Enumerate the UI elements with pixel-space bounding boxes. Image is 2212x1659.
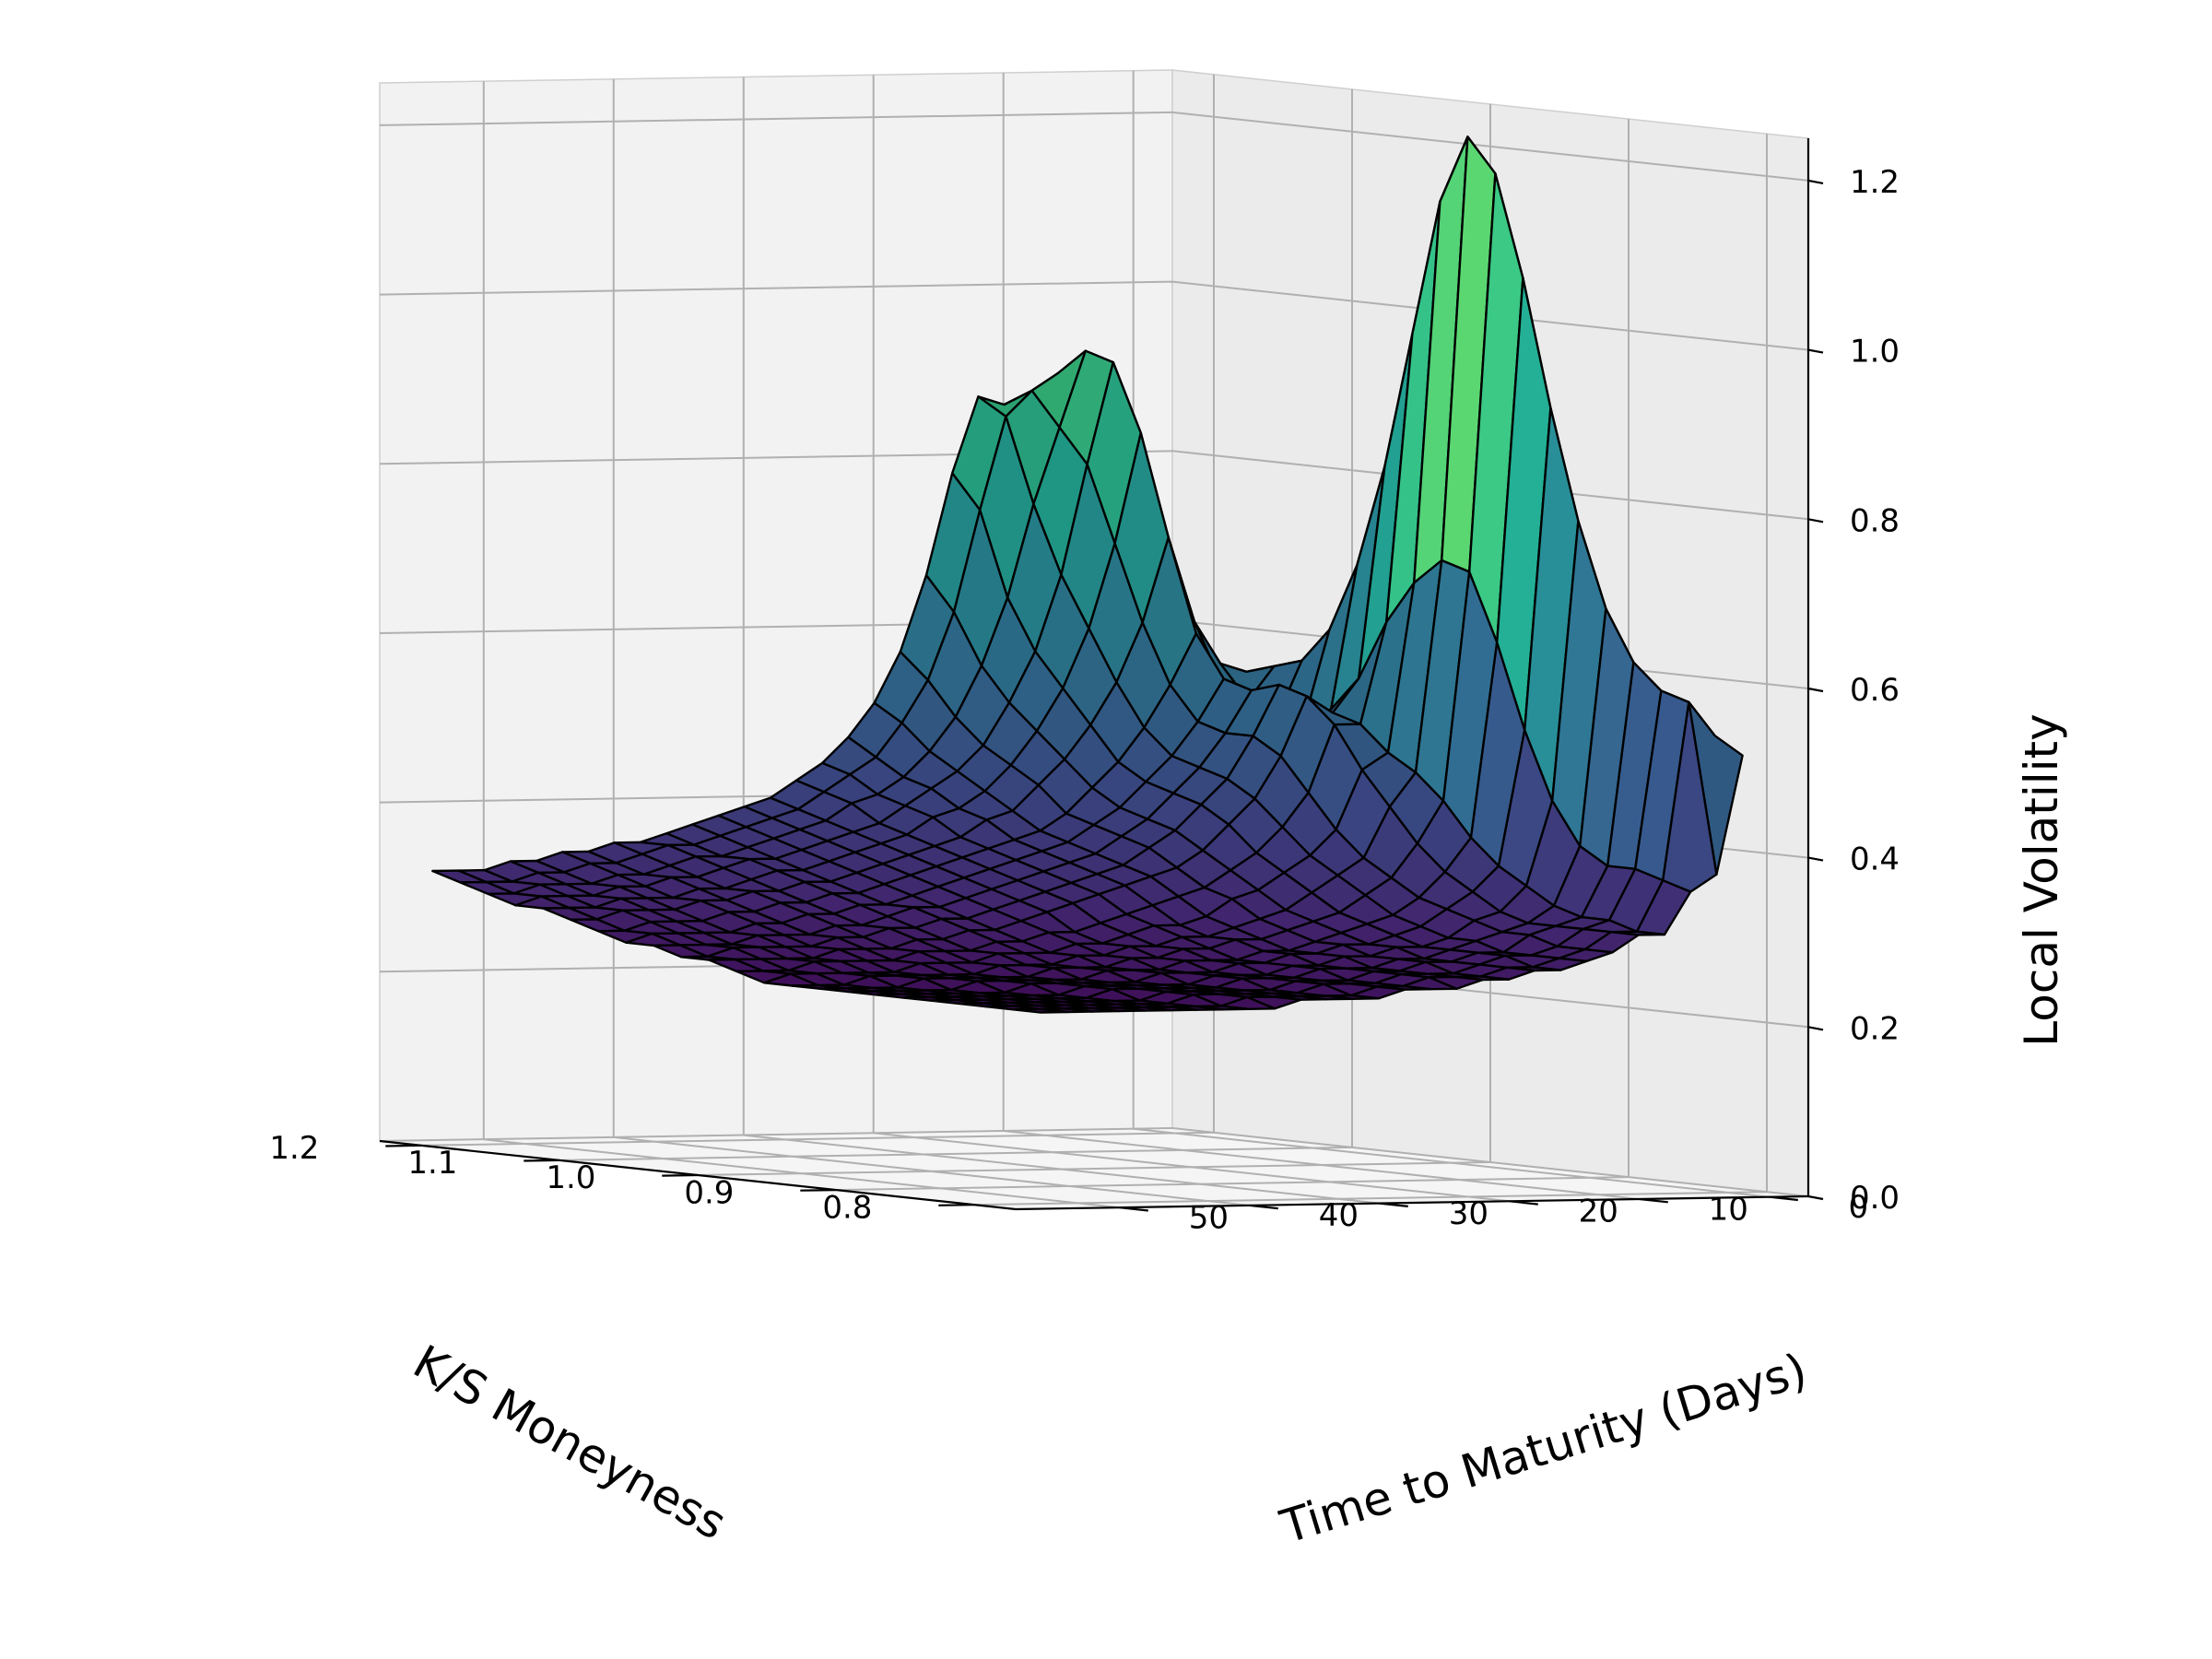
y-axis-tick: [1249, 1204, 1278, 1210]
surface-facet: [1012, 1007, 1068, 1014]
x-tick-label: 1.1: [407, 1145, 457, 1182]
y-axis-tick: [1379, 1202, 1408, 1207]
x-axis-tick: [524, 1159, 560, 1162]
x-axis-tick: [385, 1144, 422, 1147]
gridline-x-floor: [420, 1131, 1215, 1147]
gridline-y-floor: [743, 1134, 1380, 1205]
y-tick-label: 10: [1709, 1191, 1748, 1228]
z-axis-tick: [1807, 856, 1824, 862]
y-axis-tick: [1119, 1206, 1148, 1212]
y-axis-line: [1015, 1194, 1809, 1211]
x-axis-tick: [800, 1189, 837, 1192]
gridline-z-left: [379, 280, 1173, 296]
gridline-y-floor: [1133, 1127, 1770, 1198]
gridline-z-right: [1171, 111, 1809, 182]
z-axis-tick: [1807, 348, 1824, 354]
x-tick-label: 0.9: [684, 1174, 734, 1211]
z-axis-title: Local Volatility: [2015, 713, 2068, 1046]
y-axis-title: Time to Maturity (Days): [1274, 1343, 1813, 1554]
gridline-y-floor: [873, 1132, 1510, 1203]
gridline-x-floor: [697, 1161, 1491, 1176]
x-tick-label: 0.8: [822, 1189, 872, 1226]
z-axis-tick: [1807, 687, 1824, 693]
gridline-y-floor: [613, 1135, 1250, 1206]
gridline-z-left: [379, 111, 1173, 126]
y-tick-label: 20: [1579, 1194, 1618, 1230]
x-tick-label: 1.2: [269, 1130, 319, 1167]
z-axis-tick: [1807, 179, 1824, 184]
tick-labels: 0.8 0.9 1.0 1.1 1.2 0 10 20 30 40 50 0.0 0.2 0.4 0.6 0.…: [269, 164, 1900, 1237]
gridline-x-floor: [973, 1191, 1768, 1206]
z-axis-tick: [1807, 1194, 1824, 1201]
gridline-y-floor: [483, 1138, 1120, 1209]
y-tick-label: 30: [1449, 1195, 1488, 1232]
x-tick-label: 1.0: [546, 1159, 595, 1196]
z-tick-label: 1.0: [1850, 334, 1900, 371]
gridline-y-floor: [1003, 1130, 1640, 1200]
z-tick-label: 1.2: [1850, 164, 1900, 201]
y-axis-tick: [1639, 1197, 1668, 1204]
z-axis-tick: [1807, 1026, 1824, 1031]
y-axis-tick: [1509, 1200, 1538, 1206]
y-axis-tick: [1769, 1195, 1798, 1202]
x-axis-tick: [662, 1173, 699, 1177]
gridline-z-left: [379, 1127, 1173, 1142]
gridline-x-floor: [559, 1146, 1353, 1161]
volatility-surface: [431, 135, 1744, 1014]
gridline-x-floor: [835, 1176, 1630, 1192]
z-tick-label: 0.0: [1850, 1180, 1900, 1217]
gridline-z-right: [1171, 1127, 1809, 1197]
z-tick-label: 0.2: [1850, 1010, 1900, 1047]
x-axis-tick: [938, 1204, 975, 1206]
y-tick-label: 40: [1319, 1197, 1359, 1234]
z-tick-label: 0.6: [1850, 672, 1900, 709]
x-axis-title: K/S Moneyness: [405, 1335, 735, 1550]
z-tick-label: 0.4: [1850, 841, 1900, 878]
z-axis-tick: [1807, 518, 1824, 524]
y-tick-label: 50: [1189, 1200, 1229, 1237]
axis-lines-and-ticks: [379, 138, 1824, 1212]
y-tick-label: 0: [1848, 1189, 1868, 1226]
z-tick-label: 0.8: [1850, 502, 1900, 539]
